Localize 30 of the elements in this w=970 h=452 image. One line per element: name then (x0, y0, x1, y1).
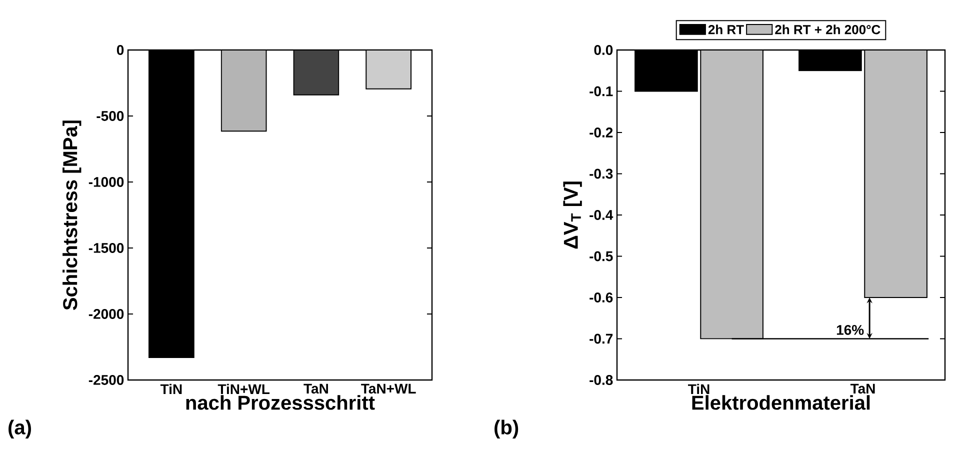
x-tick-label: TaN (304, 384, 328, 394)
x-tick-label: TiN (688, 384, 710, 394)
y-tick-label: -2000 (88, 309, 124, 319)
y-tick-label: -1500 (88, 243, 124, 253)
x-axis-title: Elektrodenmaterial (692, 395, 870, 410)
y-tick-label: -0.3 (590, 168, 613, 179)
y-tick-label: 0 (116, 45, 124, 55)
x-tick-label: TiN+WL (218, 384, 270, 394)
y-tick-label: -500 (96, 111, 124, 121)
y-tick-label: -0.1 (590, 86, 613, 96)
y-tick-label: -0.7 (590, 334, 613, 344)
x-tick-label: TaN (850, 384, 875, 394)
y-axis-title: ΔV$_{T}$ [V] (563, 182, 582, 249)
y-tick-label: -0.5 (590, 251, 613, 262)
y-axis-title: Schichtstress [MPa] (62, 120, 82, 310)
y-tick-label: -0.4 (590, 210, 614, 220)
annotation: 16% (836, 324, 864, 335)
x-axis-title: nach Prozessschritt (186, 395, 375, 410)
y-tick-label: -2500 (88, 375, 124, 385)
text: (b) (494, 420, 518, 438)
legend-label: 2h RT + 2h 200°C (775, 24, 880, 34)
y-tick-label: -0.8 (590, 375, 613, 385)
x-tick-label: TaN+WL (361, 384, 416, 394)
y-tick-label: -0.2 (590, 128, 613, 138)
x-tick-label: TiN (160, 384, 182, 394)
y-tick-label: 0.0 (594, 45, 613, 55)
legend-label: 2h RT (708, 24, 744, 34)
y-tick-label: -0.6 (590, 292, 613, 302)
text: (a) (8, 420, 31, 438)
y-tick-label: -1000 (88, 177, 124, 187)
